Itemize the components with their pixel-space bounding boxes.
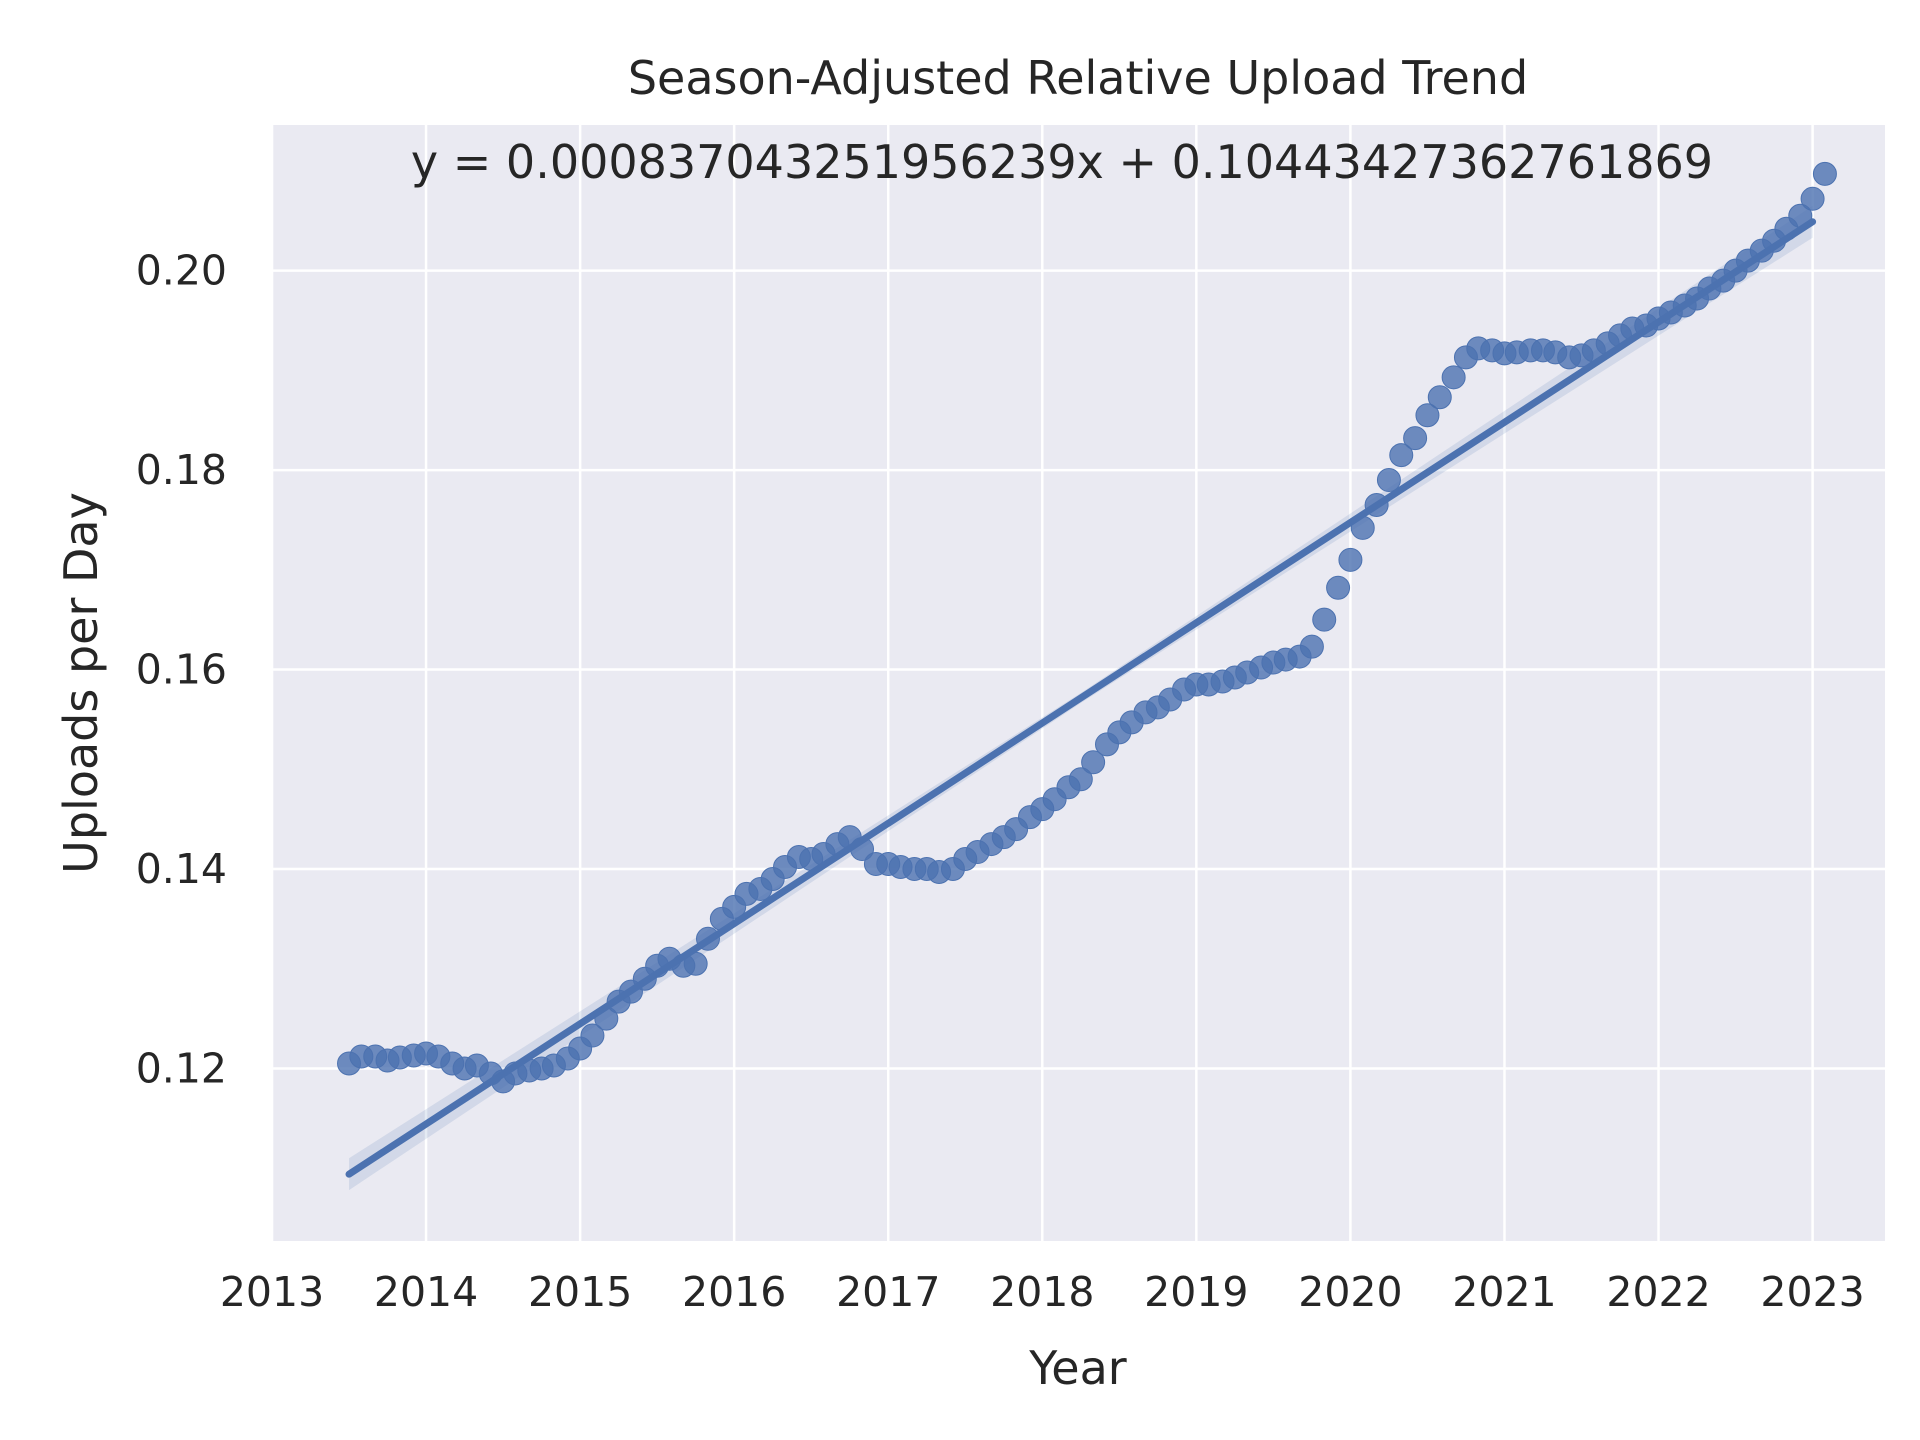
data-point (1812, 161, 1837, 186)
x-tick-label: 2022 (1606, 1268, 1710, 1316)
x-tick-label: 2016 (682, 1268, 786, 1316)
x-axis-title: Year (1028, 1341, 1126, 1395)
data-point (1299, 634, 1324, 659)
data-point (1403, 426, 1428, 451)
grid-lines (270, 125, 1885, 1241)
x-tick-label: 2019 (1144, 1268, 1248, 1316)
x-tick-label: 2020 (1298, 1268, 1402, 1316)
data-point (1376, 468, 1401, 493)
chart-title: Season-Adjusted Relative Upload Trend (628, 51, 1528, 105)
y-tick-labels: 0.12 0.14 0.16 0.18 0.20 (136, 247, 227, 1093)
data-point (1427, 385, 1452, 410)
y-tick-label: 0.14 (136, 845, 227, 893)
data-points (337, 161, 1837, 1094)
x-tick-label: 2018 (990, 1268, 1094, 1316)
data-point (1415, 403, 1440, 428)
x-tick-label: 2017 (836, 1268, 940, 1316)
y-tick-label: 0.16 (136, 646, 227, 694)
data-point (1312, 607, 1337, 632)
plot-area (272, 125, 1885, 1241)
data-point (1800, 186, 1825, 211)
data-point (1389, 443, 1414, 468)
regression-line (345, 218, 1817, 1178)
y-tick-label: 0.20 (136, 247, 227, 295)
x-tick-label: 2015 (528, 1268, 632, 1316)
data-point (1068, 767, 1093, 792)
data-point (580, 1023, 605, 1048)
y-axis-title: Uploads per Day (54, 492, 108, 874)
data-point (1081, 750, 1106, 775)
x-tick-label: 2021 (1452, 1268, 1556, 1316)
x-tick-label: 2023 (1760, 1268, 1864, 1316)
x-tick-label: 2013 (220, 1268, 324, 1316)
x-tick-labels: 2013 2014 2015 2016 2017 2018 2019 2020 2021 2022… (220, 1268, 1865, 1316)
y-tick-label: 0.18 (136, 446, 227, 494)
data-point (1441, 365, 1466, 390)
x-tick-label: 2014 (374, 1268, 478, 1316)
y-tick-label: 0.12 (136, 1044, 227, 1092)
regression-equation: y = 0.000837043251956239x + 0.1044342736… (411, 135, 1713, 189)
data-point (1338, 547, 1363, 572)
data-point (1326, 575, 1351, 600)
